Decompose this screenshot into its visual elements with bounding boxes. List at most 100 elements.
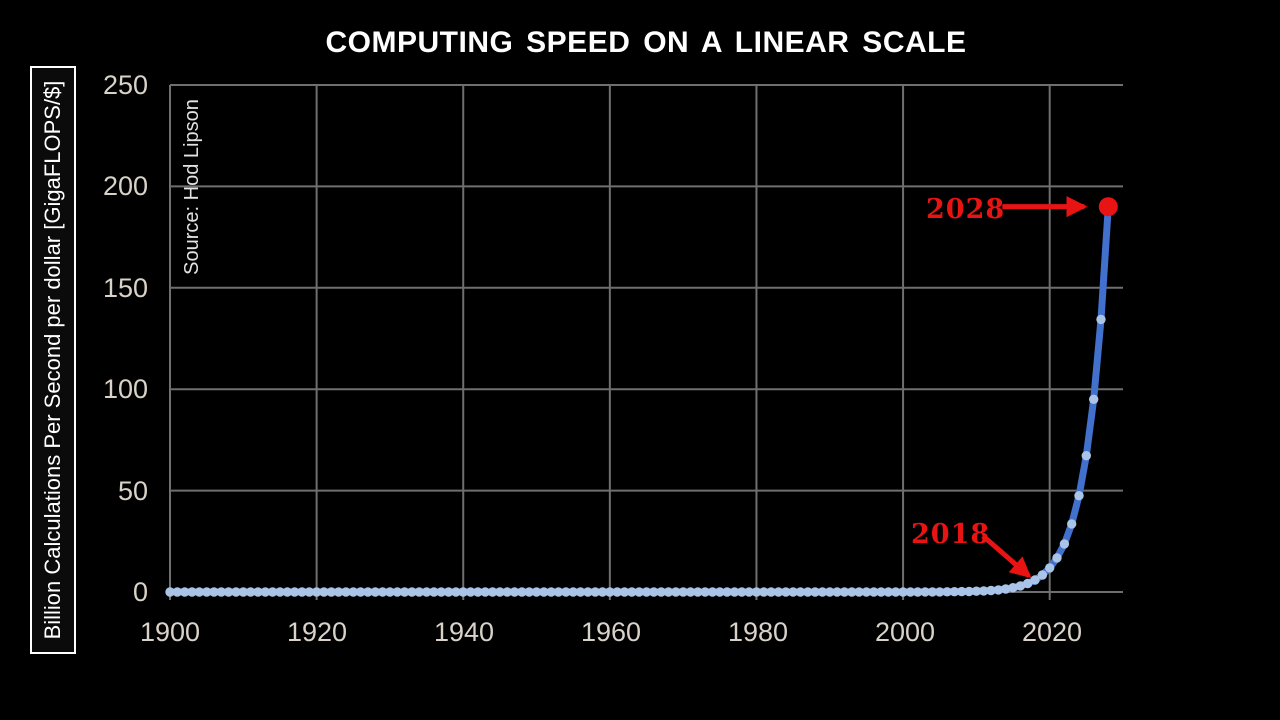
data-point [553, 587, 564, 597]
data-point [502, 587, 512, 597]
data-point [1067, 519, 1077, 529]
data-point [517, 587, 527, 597]
data-point [1008, 583, 1018, 593]
data-point [297, 587, 307, 597]
data-point [245, 587, 256, 597]
y-tick-150: 150 [102, 273, 148, 303]
data-point [319, 587, 329, 597]
data-point [817, 587, 828, 597]
data-point [399, 587, 410, 597]
data-point [1037, 570, 1048, 580]
data-point [744, 587, 754, 597]
data-point [539, 587, 549, 597]
y-axis-label-box: Billion Calculations Per Second per doll… [30, 66, 76, 654]
data-point [795, 587, 806, 597]
data-point [759, 587, 769, 597]
data-point [832, 587, 842, 597]
data-point [891, 587, 901, 597]
data-point [964, 586, 974, 597]
data-point [869, 587, 879, 597]
y-tick-250: 250 [102, 70, 148, 100]
data-point [949, 587, 960, 597]
data-point [656, 587, 666, 597]
data-point [180, 587, 190, 597]
data-point [979, 586, 989, 596]
data-point [663, 587, 674, 597]
data-point [1022, 578, 1033, 589]
data-point [546, 587, 556, 597]
x-tick-2020: 2020 [1021, 617, 1083, 647]
data-point [260, 587, 270, 597]
data-point [876, 587, 886, 597]
data-point [597, 587, 608, 597]
data-point [436, 587, 446, 597]
data-point [1089, 394, 1099, 404]
data-point [414, 587, 424, 597]
data-point [854, 587, 864, 597]
x-tick-1940: 1940 [433, 617, 495, 647]
data-point [267, 587, 278, 597]
annotation-arrow-2018 [981, 534, 1032, 579]
data-point [737, 587, 747, 597]
data-point [304, 587, 314, 597]
data-point [216, 587, 226, 597]
data-point [825, 587, 835, 597]
data-point [443, 587, 454, 597]
data-point [223, 587, 234, 597]
series-dots [165, 314, 1106, 597]
data-point [839, 587, 850, 597]
data-point [993, 585, 1004, 595]
data-point [898, 587, 908, 597]
data-point [348, 587, 358, 597]
data-point [575, 587, 586, 597]
data-point [451, 587, 461, 597]
data-point [766, 587, 776, 597]
chart-title: COMPUTING SPEED ON A LINEAR SCALE [325, 26, 967, 59]
data-point [282, 587, 292, 597]
data-point [1045, 563, 1055, 573]
data-point [671, 587, 681, 597]
data-point [1015, 581, 1026, 591]
data-point [883, 587, 894, 597]
data-point [788, 587, 798, 597]
data-point [729, 587, 740, 597]
data-point [1030, 575, 1040, 585]
data-point [355, 587, 366, 597]
data-point [165, 587, 175, 597]
data-point [187, 587, 197, 597]
y-tick-100: 100 [102, 374, 148, 404]
y-tick-50: 50 [117, 476, 148, 506]
data-point [1074, 491, 1084, 501]
data-point [986, 585, 996, 596]
data-point [678, 587, 688, 597]
data-point [253, 587, 263, 597]
x-tick-2000: 2000 [874, 617, 936, 647]
data-point [971, 586, 982, 596]
x-tick-1920: 1920 [286, 617, 348, 647]
x-tick-1960: 1960 [580, 617, 642, 647]
data-point [715, 587, 725, 597]
data-point [722, 587, 732, 597]
data-point [333, 587, 344, 597]
data-point [531, 587, 542, 597]
data-point [392, 587, 402, 597]
data-point [385, 587, 395, 597]
data-point [480, 587, 490, 597]
annotation-2028-label: 2028 [926, 194, 1006, 225]
data-point [957, 586, 967, 597]
y-tick-0: 0 [132, 577, 148, 607]
data-point [605, 587, 615, 597]
data-point [641, 587, 652, 597]
data-point [326, 587, 336, 597]
data-point [1052, 553, 1062, 563]
data-point [935, 587, 945, 597]
data-point [561, 587, 571, 597]
data-point [590, 587, 600, 597]
data-point [238, 587, 248, 597]
data-point [905, 587, 916, 597]
data-point [693, 587, 703, 597]
y-tick-200: 200 [102, 171, 148, 201]
data-point [847, 587, 857, 597]
